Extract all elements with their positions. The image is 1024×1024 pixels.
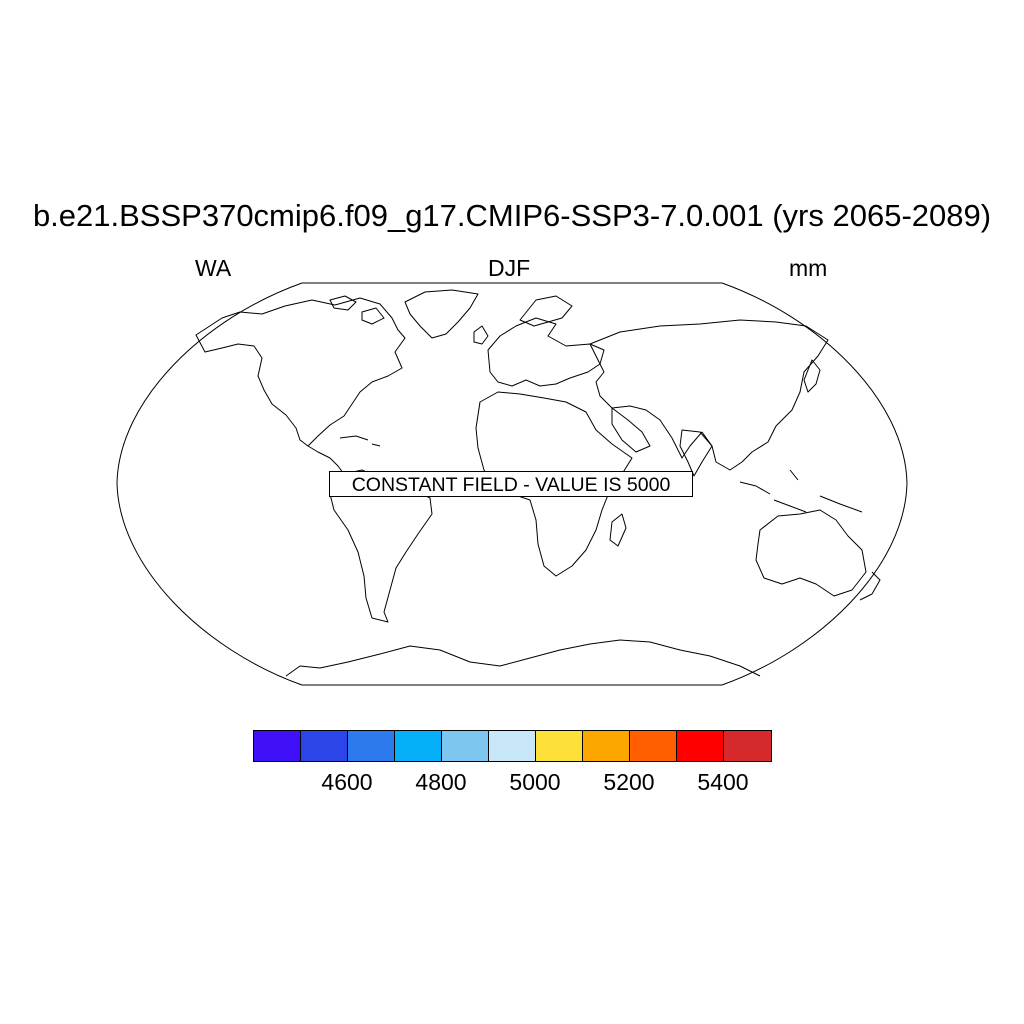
colorbar-swatch <box>301 731 348 761</box>
colorbar-tick-label: 4600 <box>321 769 373 795</box>
constant-field-annotation: CONSTANT FIELD - VALUE IS 5000 <box>329 471 693 497</box>
australia-coast <box>755 509 867 597</box>
colorbar-swatch <box>536 731 583 761</box>
madagascar-coast <box>609 513 627 547</box>
colorbar-tick-label: 4800 <box>415 769 467 795</box>
india-coast <box>679 429 713 477</box>
map-title: b.e21.BSSP370cmip6.f09_g17.CMIP6-SSP3-7.… <box>32 198 992 233</box>
arctic-islands <box>329 295 385 325</box>
variable-label: WA <box>195 255 232 281</box>
central-america-coast <box>307 445 345 475</box>
arabian-peninsula <box>611 407 651 453</box>
british-isles <box>473 325 489 345</box>
colorbar-swatch <box>395 731 442 761</box>
colorbar-swatch <box>724 731 771 761</box>
scandinavia <box>519 295 573 327</box>
colorbar-tick-label: 5400 <box>697 769 749 795</box>
season-label: DJF <box>488 255 531 281</box>
antarctica-coast <box>285 639 761 677</box>
colorbar-tick-label: 5000 <box>509 769 561 795</box>
colorbar-swatch <box>348 731 395 761</box>
colorbar <box>253 730 772 762</box>
caribbean-islands <box>339 435 381 447</box>
new-zealand <box>859 571 881 601</box>
units-label: mm <box>789 255 828 281</box>
colorbar-swatch <box>254 731 301 761</box>
southeast-asia-islands <box>739 469 863 513</box>
asia-coast <box>589 319 829 471</box>
colorbar-swatch <box>677 731 724 761</box>
japan-coast <box>803 359 821 393</box>
colorbar-swatch <box>583 731 630 761</box>
greenland-coast <box>404 289 479 339</box>
colorbar-tick-label: 5200 <box>603 769 655 795</box>
colorbar-swatch <box>630 731 677 761</box>
colorbar-swatch <box>489 731 536 761</box>
colorbar-swatch <box>442 731 489 761</box>
north-america-coast <box>195 297 406 447</box>
